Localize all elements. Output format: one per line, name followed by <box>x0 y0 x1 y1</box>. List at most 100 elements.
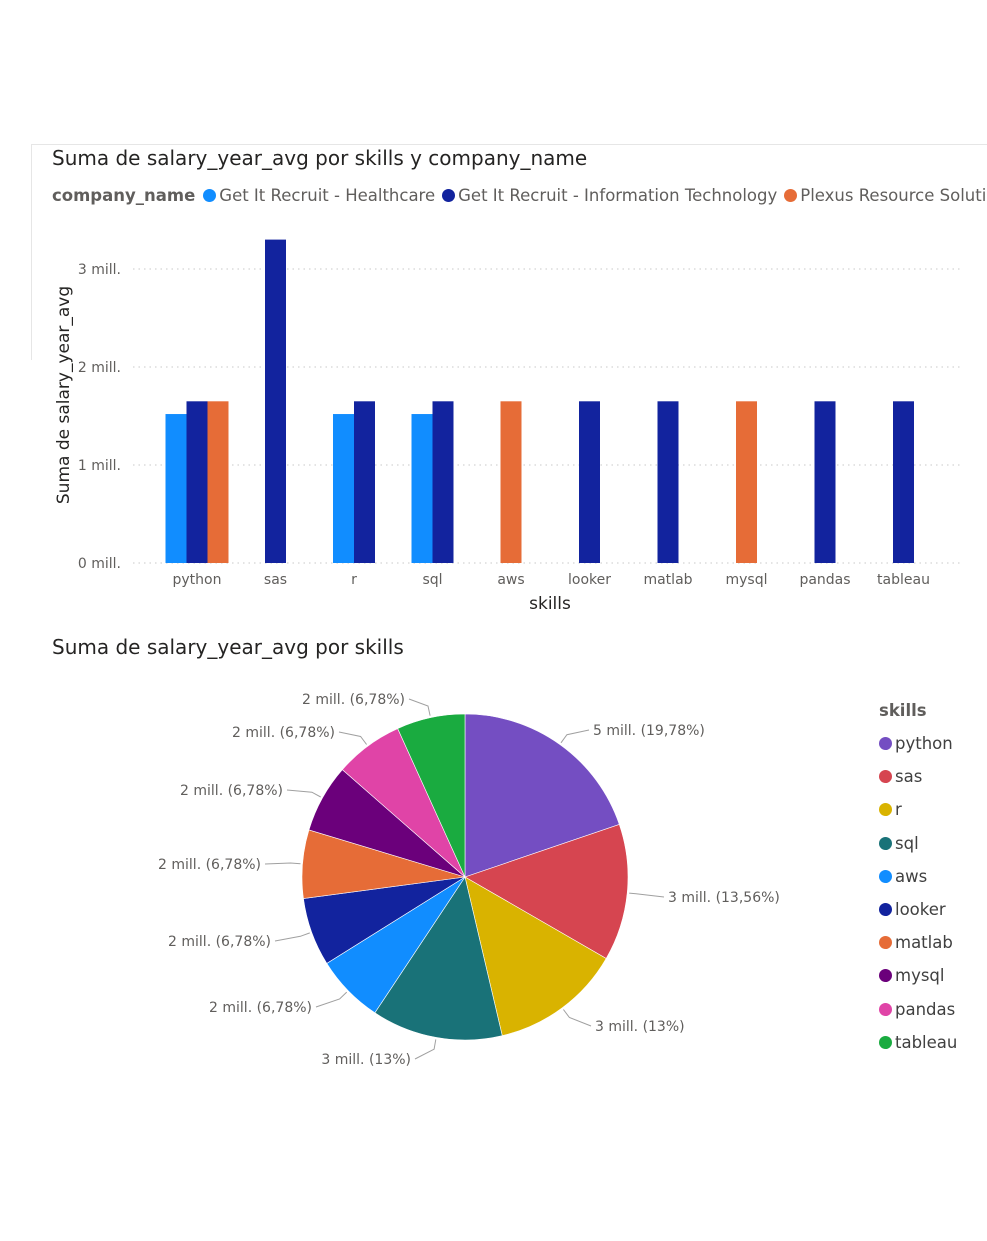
bar-legend-marker <box>203 189 217 202</box>
x-tick-label: aws <box>497 572 524 588</box>
bar-mysql-plexus-resource-solutions[interactable] <box>736 401 757 563</box>
pie-slice-sas[interactable] <box>464 824 629 959</box>
x-axis-title: skills <box>529 594 571 614</box>
x-tick-label: r <box>351 572 357 588</box>
pie-data-label-mysql: 2 mill. (6,78%) <box>180 783 283 799</box>
bar-legend-marker <box>442 189 456 202</box>
bar-legend-item-get-it-recruit-information-technology[interactable]: Get It Recruit - Information Technology <box>442 186 777 205</box>
pie-data-label-pandas: 2 mill. (6,78%) <box>232 725 335 741</box>
pie-legend-label: sql <box>895 833 919 853</box>
pie-leader-line <box>315 991 348 1008</box>
bar-r-get-it-recruit-information-technology[interactable] <box>354 401 375 563</box>
pie-legend-item-sql[interactable]: sql <box>879 827 957 860</box>
pie-legend-label: pandas <box>895 999 956 1019</box>
x-tick-label: pandas <box>799 572 850 588</box>
pie-leader-line <box>629 892 665 898</box>
y-axis-title: Suma de salary_year_avg <box>54 286 74 504</box>
bar-chart-legend: company_name Get It Recruit - Healthcare… <box>52 186 987 205</box>
pie-legend-item-matlab[interactable]: matlab <box>879 926 957 959</box>
pie-legend-item-tableau[interactable]: tableau <box>879 1026 957 1059</box>
bar-legend-item-plexus-resource-solutions[interactable]: Plexus Resource Solutions <box>784 186 987 205</box>
pie-legend-marker <box>879 1002 892 1016</box>
pie-legend-marker <box>879 1035 892 1049</box>
pie-legend-marker <box>879 836 892 850</box>
bar-legend-item-get-it-recruit-healthcare[interactable]: Get It Recruit - Healthcare <box>203 186 435 205</box>
bar-chart-title: Suma de salary_year_avg por skills y com… <box>52 146 588 170</box>
pie-slice-r[interactable] <box>464 876 607 1037</box>
pie-data-label-python: 5 mill. (19,78%) <box>593 723 705 739</box>
pie-legend-label: mysql <box>895 966 945 986</box>
bar-legend-label: Get It Recruit - Information Technology <box>458 186 778 205</box>
pie-leader-line <box>408 698 431 716</box>
pie-legend-marker <box>879 770 892 784</box>
y-tick-label: 1 mill. <box>78 458 121 474</box>
bar-tableau-get-it-recruit-information-technology[interactable] <box>893 401 914 563</box>
pie-legend-label: python <box>895 734 953 754</box>
pie-legend-label: tableau <box>895 1032 958 1052</box>
pie-leader-line <box>274 932 310 942</box>
pie-slice-tableau[interactable] <box>397 713 466 878</box>
pie-leader-line <box>286 789 321 798</box>
pie-legend-marker <box>879 737 892 751</box>
pie-legend-item-python[interactable]: python <box>879 727 957 760</box>
y-tick-label: 2 mill. <box>78 360 121 376</box>
bar-sql-get-it-recruit-information-technology[interactable] <box>432 401 454 563</box>
pie-data-label-r: 3 mill. (13%) <box>595 1019 685 1035</box>
x-tick-label: python <box>173 572 222 588</box>
bar-pandas-get-it-recruit-information-technology[interactable] <box>814 401 836 563</box>
x-tick-label: mysql <box>726 572 768 588</box>
y-tick-label: 3 mill. <box>78 262 121 278</box>
bar-looker-get-it-recruit-information-technology[interactable] <box>579 401 600 563</box>
y-tick-label: 0 mill. <box>78 556 121 572</box>
x-tick-label: tableau <box>877 572 930 588</box>
pie-data-label-looker: 2 mill. (6,78%) <box>168 934 271 950</box>
pie-data-label-matlab: 2 mill. (6,78%) <box>158 857 261 873</box>
pie-legend-marker <box>879 969 892 983</box>
pie-data-label-sql: 3 mill. (13%) <box>321 1052 411 1068</box>
pie-legend-label: matlab <box>895 933 953 953</box>
bar-sas-get-it-recruit-information-technology[interactable] <box>265 239 286 563</box>
x-tick-label: sql <box>422 572 442 588</box>
bar-python-get-it-recruit-healthcare[interactable] <box>165 414 187 563</box>
pie-legend-item-pandas[interactable]: pandas <box>879 993 957 1026</box>
pie-legend-item-aws[interactable]: aws <box>879 860 957 893</box>
x-tick-label: matlab <box>643 572 692 588</box>
pie-leader-line <box>560 729 590 744</box>
pie-legend-title: skills <box>879 701 927 720</box>
pie-chart-title: Suma de salary_year_avg por skills <box>52 635 404 659</box>
bar-sql-get-it-recruit-healthcare[interactable] <box>411 414 433 563</box>
pie-slice-sql[interactable] <box>374 876 503 1041</box>
pie-legend-item-mysql[interactable]: mysql <box>879 959 957 992</box>
pie-chart-legend: skills python sas r sql aws looker matlab mysql… <box>879 701 957 1059</box>
bar-aws-plexus-resource-solutions[interactable] <box>500 401 522 563</box>
bar-python-get-it-recruit-information-technology[interactable] <box>186 401 208 563</box>
pie-slice-python[interactable] <box>464 713 620 878</box>
visual-border-top <box>31 144 987 145</box>
visual-border-left <box>31 144 32 360</box>
pie-legend-label: r <box>895 800 902 820</box>
pie-legend-marker <box>879 936 892 950</box>
bar-python-plexus-resource-solutions[interactable] <box>207 401 229 563</box>
pie-legend-marker <box>879 869 892 883</box>
pie-leader-line <box>563 1009 592 1027</box>
bar-legend-label: Plexus Resource Solutions <box>800 186 987 205</box>
bar-legend-marker <box>784 189 798 202</box>
pie-legend-item-looker[interactable]: looker <box>879 893 957 926</box>
pie-legend-marker <box>879 903 892 917</box>
pie-leader-line <box>414 1039 437 1060</box>
pie-data-label-aws: 2 mill. (6,78%) <box>209 1000 312 1016</box>
pie-leader-line <box>264 862 301 865</box>
bar-matlab-get-it-recruit-information-technology[interactable] <box>657 401 679 563</box>
pie-legend-label: sas <box>895 767 923 787</box>
bar-legend-title: company_name <box>52 186 196 205</box>
pie-legend-item-r[interactable]: r <box>879 793 957 826</box>
x-tick-label: looker <box>568 572 611 588</box>
bar-r-get-it-recruit-healthcare[interactable] <box>333 414 354 563</box>
pie-legend-label: looker <box>895 900 946 920</box>
pie-legend-item-sas[interactable]: sas <box>879 760 957 793</box>
pie-leader-line <box>338 731 368 745</box>
x-tick-label: sas <box>264 572 287 588</box>
pie-data-label-sas: 3 mill. (13,56%) <box>668 890 780 906</box>
bar-chart: 0 mill. 1 mill. 2 mill. 3 mill.Suma de sala… <box>54 239 963 614</box>
